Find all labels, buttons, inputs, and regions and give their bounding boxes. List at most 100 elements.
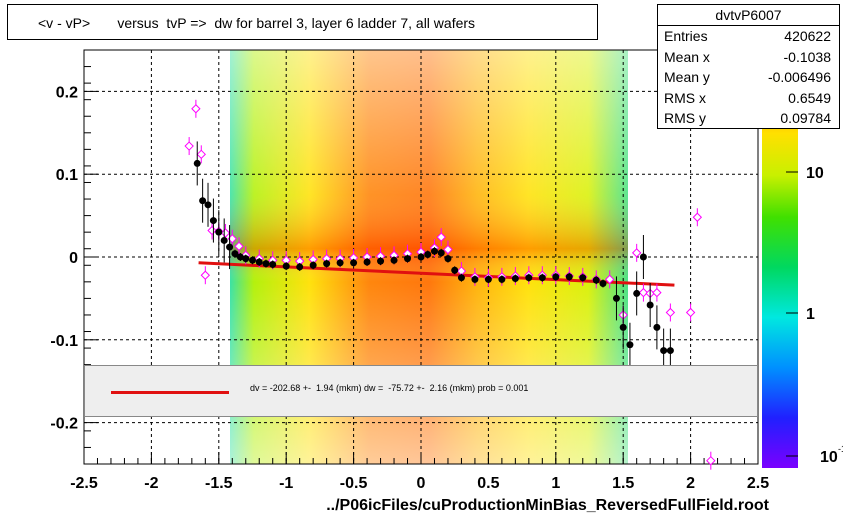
profile-black-point [404, 255, 412, 263]
profile-black-point [377, 257, 385, 265]
stats-row: RMS x 0.6549 [658, 88, 839, 109]
profile-black-point [484, 275, 492, 283]
profile-black-point [451, 266, 459, 274]
profile-black-point [220, 236, 228, 244]
stats-label: Mean y [664, 69, 710, 85]
profile-black-point [599, 279, 607, 287]
color-scale-label: 10 [820, 449, 838, 466]
profile-black-point [612, 294, 620, 302]
profile-magenta-point [685, 307, 696, 318]
x-tick-label: -2 [144, 475, 158, 492]
profile-magenta-point [196, 149, 206, 160]
profile-black-point [282, 262, 290, 270]
x-tick-label: 0.5 [477, 475, 499, 492]
profile-black-point [323, 260, 331, 268]
color-scale-label: 10 [806, 165, 824, 182]
stats-label: Mean x [664, 48, 710, 65]
profile-magenta-point [605, 274, 615, 285]
profile-black-point [236, 253, 244, 261]
x-tick-label: -0.5 [340, 475, 368, 492]
profile-black-point [336, 259, 344, 267]
profile-black-point [552, 273, 560, 281]
profile-magenta-point [191, 104, 201, 114]
profile-magenta-point [220, 228, 231, 238]
profile-black-point [242, 255, 250, 263]
stats-value: 0.6549 [788, 89, 831, 106]
profile-black-point [255, 258, 263, 266]
stats-value: 420622 [784, 28, 831, 44]
profile-black-point [209, 217, 217, 225]
x-tick-label: 1 [551, 475, 560, 492]
profile-magenta-point [443, 244, 453, 255]
x-tick-label: 1.5 [612, 475, 634, 492]
profile-magenta-point [207, 225, 217, 236]
profile-black-point [231, 250, 239, 258]
profile-magenta-point [706, 455, 716, 466]
profile-black-point [511, 275, 519, 283]
profile-black-point [249, 256, 256, 264]
x-tick-label: 2.5 [747, 475, 769, 492]
profile-black-point [296, 263, 304, 271]
stats-box: dvtvP6007 Entries 420622 Mean x -0.1038 Me… [657, 4, 840, 129]
profile-magenta-point [638, 287, 649, 298]
profile-magenta-point [665, 307, 676, 318]
profile-magenta-point [436, 232, 446, 242]
y-tick-label: 0.1 [56, 167, 78, 184]
profile-black-point [619, 323, 627, 331]
profile-magenta-point [200, 270, 211, 280]
profile-black-series [193, 141, 674, 373]
profile-black-point [390, 256, 398, 264]
profile-black-point [199, 197, 207, 205]
x-tick-label: 0 [417, 475, 426, 492]
profile-black-point [226, 243, 234, 251]
y-tick-label: -0.2 [50, 416, 78, 433]
profile-black-point [565, 273, 573, 281]
stats-name: dvtvP6007 [658, 5, 839, 26]
profile-black-point [193, 159, 201, 167]
profile-black-point [646, 301, 654, 309]
profile-black-point [653, 323, 661, 331]
profile-black-point [215, 228, 223, 236]
color-scale-exponent: -1 [838, 444, 843, 454]
profile-black-point [633, 289, 641, 297]
stats-label: RMS y [664, 110, 706, 126]
profile-black-point [444, 255, 452, 263]
y-tick-label: 0.2 [56, 84, 78, 101]
stats-label: Entries [664, 28, 708, 44]
profile-magenta-point [652, 287, 662, 298]
stats-value: -0.006496 [767, 69, 831, 85]
profile-black-point [457, 274, 465, 282]
color-scale-label: 1 [806, 306, 815, 323]
x-axis-title: ../P06icFiles/cuProductionMinBias_Revers… [326, 497, 769, 514]
x-tick-label: 2 [686, 475, 695, 492]
profile-black-point [350, 259, 358, 267]
profile-magenta-point [234, 241, 244, 251]
profile-black-point [538, 274, 546, 282]
fit-legend: dv = -202.68 +- 1.94 (mkm) dw = -75.72 +… [84, 365, 758, 417]
profile-magenta-point [184, 141, 194, 151]
profile-black-point [262, 260, 270, 268]
fit-legend-text: dv = -202.68 +- 1.94 (mkm) dw = -75.72 +… [250, 383, 529, 393]
profile-black-point [430, 247, 438, 255]
profile-black-point [639, 253, 647, 261]
x-tick-label: -1.5 [205, 475, 233, 492]
stats-row: Entries 420622 [658, 26, 839, 47]
stats-value: 0.09784 [780, 110, 831, 126]
stats-row: Mean x -0.1038 [658, 47, 839, 68]
profile-black-point [437, 249, 445, 257]
x-tick-label: -1 [279, 475, 293, 492]
profile-black-point [269, 260, 277, 268]
axes: -2.5 -2 -1.5 -1 -0.5 0 0.5 1 1.5 2 2.5 0.2 0.1 0 -0.1 -… [50, 49, 769, 492]
profile-black-point [525, 274, 533, 282]
profile-black-point [660, 347, 668, 355]
profile-black-point [204, 201, 212, 209]
profile-black-point [309, 261, 317, 269]
chart-title: <v - vP> versus tvP => dw for barrel 3, … [7, 4, 598, 40]
profile-black-point [471, 275, 479, 283]
profile-black-point [592, 276, 600, 284]
stats-row: Mean y -0.006496 [658, 67, 839, 88]
x-tick-label: -2.5 [70, 475, 98, 492]
profile-black-point [626, 341, 634, 349]
